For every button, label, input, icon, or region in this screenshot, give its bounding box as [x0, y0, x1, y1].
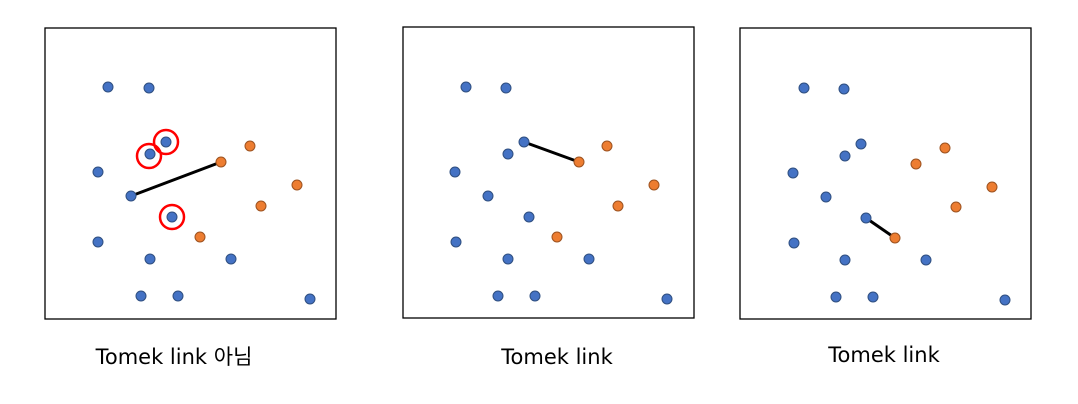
blue-point	[830, 291, 842, 303]
blue-point	[92, 236, 104, 248]
orange-point	[573, 156, 585, 168]
panel-2	[402, 26, 695, 319]
link-line	[523, 140, 580, 164]
blue-point	[798, 82, 810, 94]
highlight-ring	[158, 203, 186, 231]
link-line	[130, 160, 222, 198]
blue-point	[166, 211, 178, 223]
link-line	[865, 216, 896, 240]
blue-point	[787, 167, 799, 179]
blue-point	[920, 254, 932, 266]
blue-point	[502, 253, 514, 265]
panel-frame	[402, 26, 695, 319]
blue-point	[144, 253, 156, 265]
orange-point	[194, 231, 206, 243]
blue-point	[143, 82, 155, 94]
panel-3-caption: Tomek link	[828, 343, 940, 367]
blue-point	[529, 290, 541, 302]
blue-point	[500, 82, 512, 94]
orange-point	[648, 179, 660, 191]
panel-frame	[739, 27, 1032, 320]
orange-point	[291, 179, 303, 191]
orange-point	[939, 142, 951, 154]
panel-1-caption: Tomek link 아님	[95, 345, 253, 369]
blue-point	[999, 294, 1011, 306]
blue-point	[838, 83, 850, 95]
blue-point	[820, 191, 832, 203]
orange-point	[612, 200, 624, 212]
blue-point	[482, 190, 494, 202]
blue-point	[855, 138, 867, 150]
orange-point	[950, 201, 962, 213]
panel-2-caption: Tomek link	[501, 345, 613, 369]
blue-point	[518, 136, 530, 148]
blue-point	[492, 290, 504, 302]
blue-point	[860, 212, 872, 224]
panel-3	[739, 27, 1032, 320]
orange-point	[601, 140, 613, 152]
orange-point	[889, 232, 901, 244]
blue-point	[502, 148, 514, 160]
blue-point	[172, 290, 184, 302]
orange-point	[910, 158, 922, 170]
blue-point	[788, 237, 800, 249]
blue-point	[160, 136, 172, 148]
blue-point	[449, 166, 461, 178]
orange-point	[255, 200, 267, 212]
blue-point	[304, 293, 316, 305]
blue-point	[135, 290, 147, 302]
highlight-ring	[152, 128, 180, 156]
blue-point	[125, 190, 137, 202]
blue-point	[225, 253, 237, 265]
blue-point	[144, 148, 156, 160]
blue-point	[839, 254, 851, 266]
blue-point	[460, 81, 472, 93]
blue-point	[92, 166, 104, 178]
blue-point	[583, 253, 595, 265]
blue-point	[867, 291, 879, 303]
blue-point	[523, 211, 535, 223]
orange-point	[215, 156, 227, 168]
panel-1	[44, 27, 337, 320]
orange-point	[244, 140, 256, 152]
blue-point	[450, 236, 462, 248]
blue-point	[661, 293, 673, 305]
blue-point	[102, 81, 114, 93]
orange-point	[986, 181, 998, 193]
orange-point	[551, 231, 563, 243]
blue-point	[839, 150, 851, 162]
panel-frame	[44, 27, 337, 320]
highlight-ring	[135, 142, 163, 170]
